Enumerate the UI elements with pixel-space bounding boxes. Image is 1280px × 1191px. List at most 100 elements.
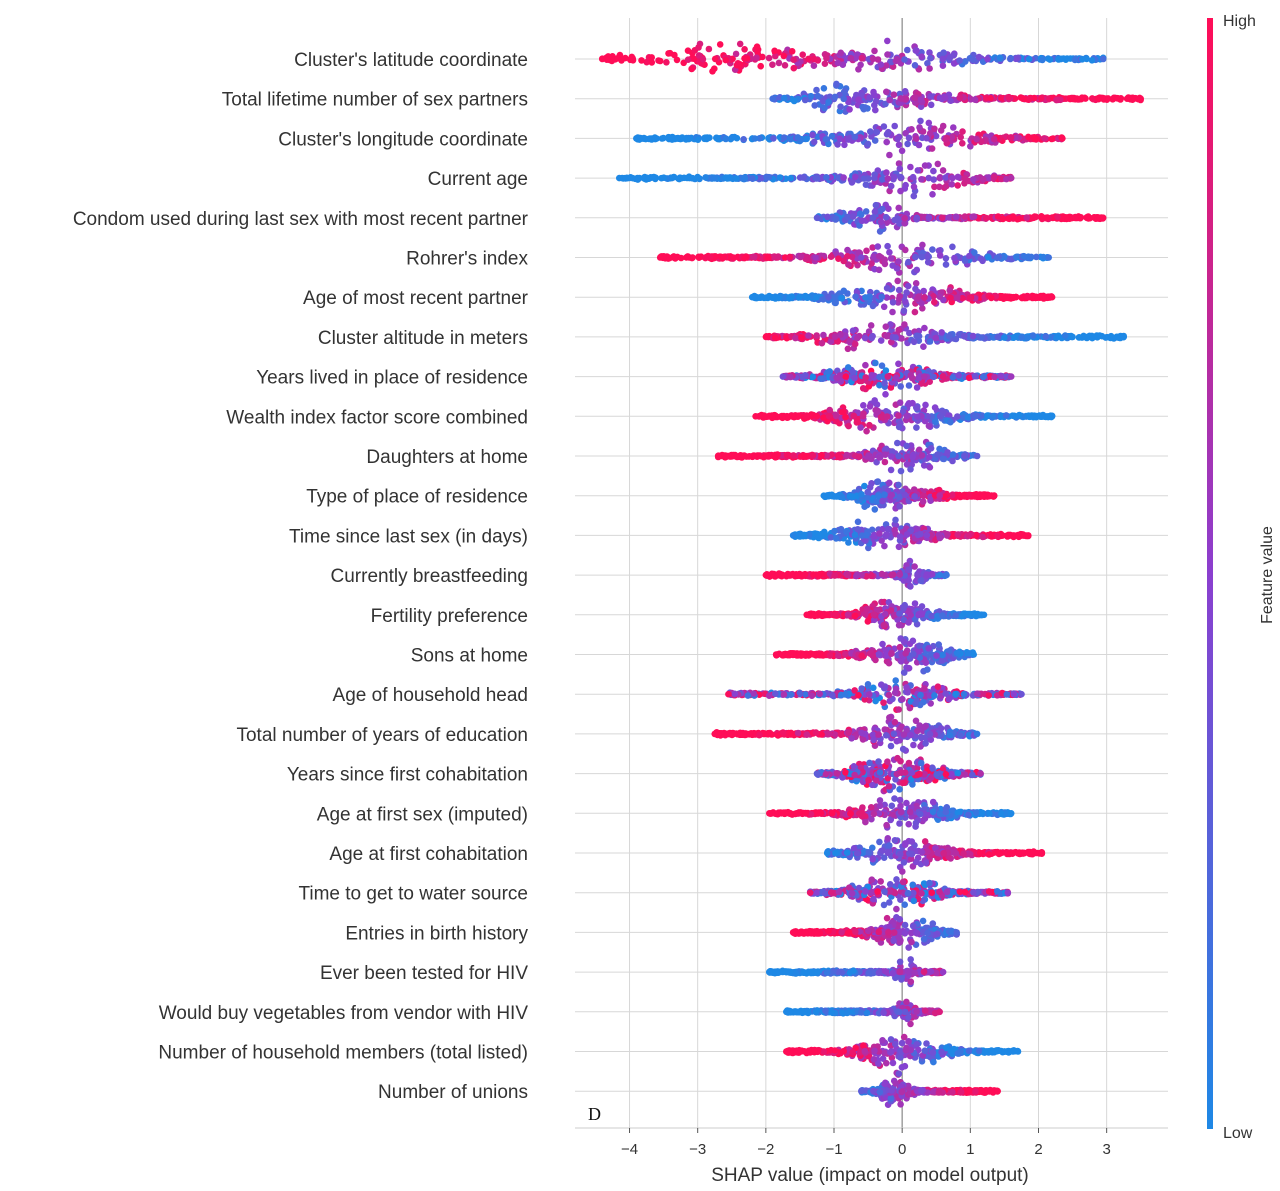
shap-point [924,666,931,673]
shap-point [741,174,748,181]
shap-point [634,176,642,183]
shap-point [760,294,768,302]
shap-point [795,412,802,420]
shap-point [914,413,921,421]
shap-point [774,451,781,458]
shap-point [862,208,870,215]
shap-point [618,57,625,64]
shap-point [820,85,828,92]
shap-point [1042,333,1049,340]
shap-point [914,572,921,579]
shap-point [809,452,817,459]
shap-point [894,277,901,285]
shap-point [711,55,719,63]
shap-point [823,174,830,181]
shap-point [937,127,945,134]
shap-point [680,174,688,182]
shap-point [764,254,772,261]
shap-point [1120,333,1127,341]
shap-point [1005,215,1012,222]
shap-point [965,532,973,539]
shap-point [837,103,844,110]
shap-point [939,167,947,174]
shap-point [790,56,797,63]
shap-point [911,600,919,607]
shap-point [1114,95,1121,102]
shap-point [923,531,931,539]
shap-point [991,373,998,381]
shap-point [926,65,933,72]
shap-point [854,518,862,526]
shap-point [826,93,834,101]
shap-point [648,59,656,66]
shap-point [828,492,836,500]
shap-point [805,332,812,339]
shap-point [882,213,890,221]
shap-point [850,412,858,420]
shap-point [770,135,777,142]
shap-point [860,175,867,182]
shap-point [920,343,927,351]
shap-point [705,45,713,53]
shap-point [927,101,935,109]
shap-point [936,174,943,182]
shap-point [684,56,692,63]
shap-point [911,62,919,69]
shap-point [894,439,901,447]
shap-point [952,612,959,619]
shap-point [863,427,870,435]
shap-point [668,135,676,143]
shap-point [911,94,918,101]
shap-point [886,96,893,104]
shap-point [925,119,933,127]
shap-point [865,452,872,459]
shap-point [961,213,969,220]
shap-point [813,86,820,94]
shap-point [917,117,924,125]
shap-point [895,286,903,294]
shap-point [884,242,891,250]
shap-point [825,412,833,420]
shap-point [905,382,913,389]
shap-point [753,43,761,50]
shap-point [936,252,944,259]
shap-point [790,97,798,105]
shap-point [1031,135,1038,143]
shap-point [895,204,902,212]
shap-point [851,340,859,348]
shap-point [903,531,911,538]
shap-point [851,374,858,382]
shap-point [812,254,819,261]
shap-point [882,391,889,398]
shap-point [959,140,966,147]
shap-point [838,295,846,302]
shap-point [862,610,869,618]
shap-point [599,55,606,63]
shap-point [1001,334,1008,341]
shap-point [769,61,776,68]
shap-point [722,56,729,64]
shap-point [818,531,825,538]
shap-point [859,385,867,392]
shap-point [903,442,910,450]
shap-point [889,299,897,306]
shap-point [871,506,879,513]
shap-point [626,174,633,182]
shap-point [828,132,836,140]
shap-point [1017,94,1025,101]
shap-point [1045,254,1052,261]
shap-point [846,106,853,113]
shap-point [841,87,849,95]
shap-point [875,651,882,658]
shap-point [820,414,827,421]
shap-point [979,491,987,499]
shap-point [821,60,829,67]
shap-point [1083,55,1090,63]
shap-point [805,55,812,63]
shap-point [927,445,935,452]
shap-point [688,65,695,73]
shap-point [902,130,909,137]
shap-point [872,201,880,209]
shap-point [889,571,897,578]
shap-point [711,174,719,182]
